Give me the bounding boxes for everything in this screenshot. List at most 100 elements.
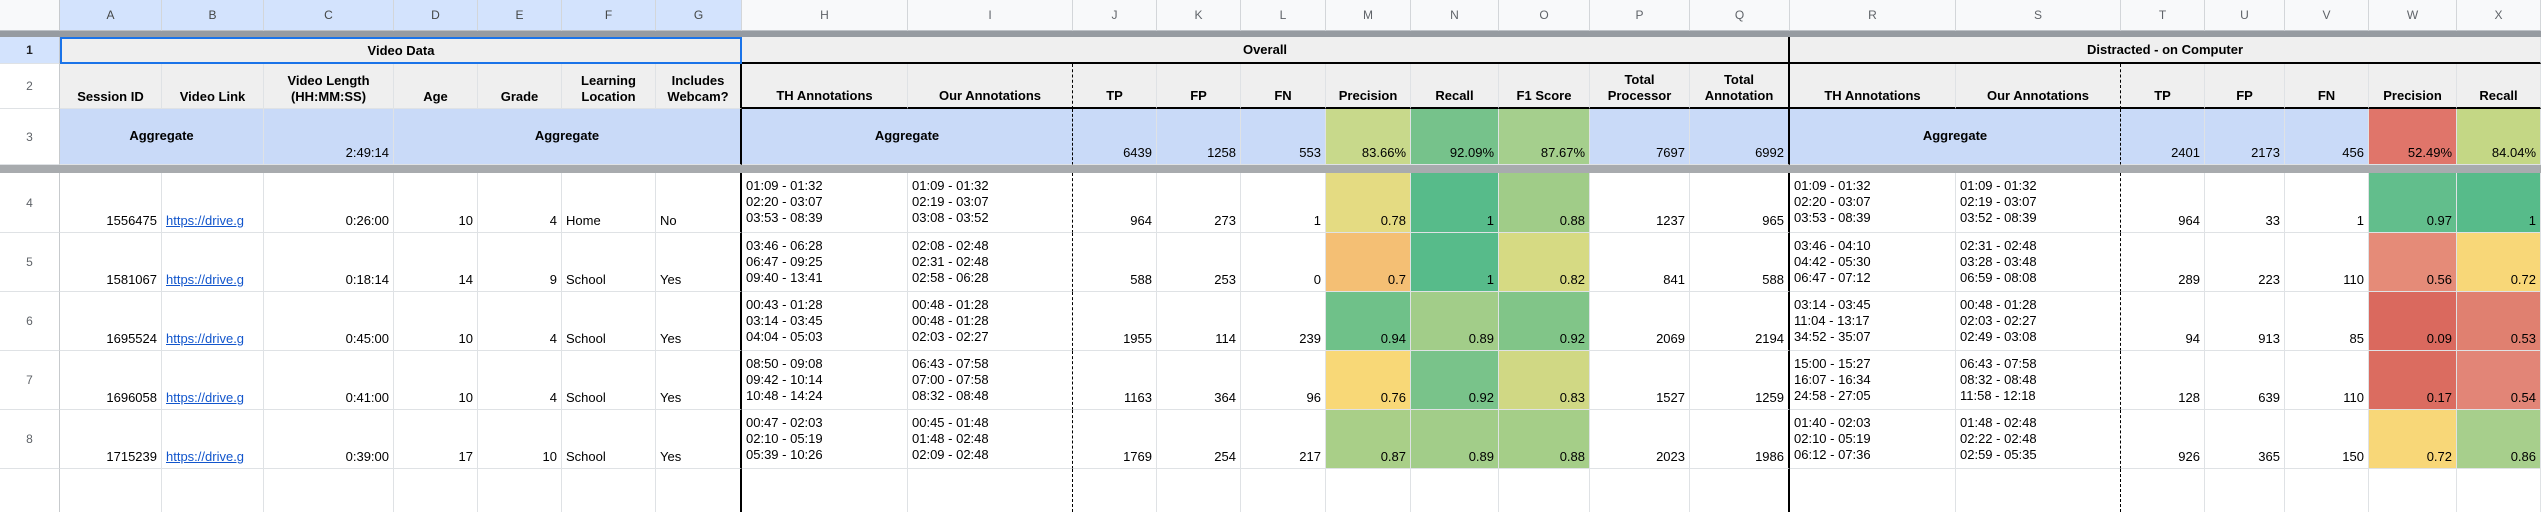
- cell-overall-precision[interactable]: 0.94: [1326, 292, 1411, 351]
- cell-video-link[interactable]: https://drive.g: [162, 173, 264, 233]
- cell-overall-tp[interactable]: 964: [1073, 173, 1157, 233]
- cell-video-length[interactable]: 0:26:00: [264, 173, 394, 233]
- aggregate-video-length[interactable]: 2:49:14: [264, 109, 394, 165]
- aggregate-overall-annotations-label[interactable]: Aggregate: [742, 109, 1073, 165]
- cell-overall-fp[interactable]: 364: [1157, 351, 1241, 410]
- empty-cell[interactable]: [1241, 469, 1326, 512]
- cell-session-id[interactable]: 1581067: [60, 233, 162, 292]
- cell-age[interactable]: 14: [394, 233, 478, 292]
- cell-age[interactable]: 17: [394, 410, 478, 469]
- cell-learning-location[interactable]: School: [562, 351, 656, 410]
- cell-overall-total-processor[interactable]: 2069: [1590, 292, 1690, 351]
- column-header-p[interactable]: P: [1590, 0, 1690, 31]
- cell-overall-our-annotations[interactable]: 00:45 - 01:48 01:48 - 02:48 02:09 - 02:4…: [908, 410, 1073, 469]
- cell-overall-fn[interactable]: 217: [1241, 410, 1326, 469]
- cell-distracted-recall[interactable]: 0.54: [2457, 351, 2541, 410]
- cell-distracted-our-annotations[interactable]: 02:31 - 02:48 03:28 - 03:48 06:59 - 08:0…: [1956, 233, 2121, 292]
- cell-overall-fp[interactable]: 254: [1157, 410, 1241, 469]
- video-data-title[interactable]: Video Data: [60, 37, 742, 64]
- cell-distracted-our-annotations[interactable]: 06:43 - 07:58 08:32 - 08:48 11:58 - 12:1…: [1956, 351, 2121, 410]
- cell-overall-f1-score[interactable]: 0.88: [1499, 410, 1590, 469]
- column-header-x[interactable]: X: [2457, 0, 2541, 31]
- cell-overall-total-annotation[interactable]: 1259: [1690, 351, 1790, 410]
- cell-overall-total-processor[interactable]: 841: [1590, 233, 1690, 292]
- cell-overall-tp[interactable]: 1955: [1073, 292, 1157, 351]
- empty-cell[interactable]: [264, 469, 394, 512]
- column-header-k[interactable]: K: [1157, 0, 1241, 31]
- column-header-u[interactable]: U: [2205, 0, 2285, 31]
- cell-grade[interactable]: 4: [478, 292, 562, 351]
- cell-overall-recall[interactable]: 1: [1411, 173, 1499, 233]
- cell-distracted-precision[interactable]: 0.72: [2369, 410, 2457, 469]
- cell-grade[interactable]: 4: [478, 351, 562, 410]
- cell-distracted-precision[interactable]: 0.17: [2369, 351, 2457, 410]
- cell-distracted-fp[interactable]: 913: [2205, 292, 2285, 351]
- row-number-9[interactable]: [0, 469, 60, 512]
- column-header-c[interactable]: C: [264, 0, 394, 31]
- aggregate-overall-fp[interactable]: 1258: [1157, 109, 1241, 165]
- cell-includes-webcam[interactable]: Yes: [656, 351, 742, 410]
- cell-distracted-fp[interactable]: 639: [2205, 351, 2285, 410]
- cell-video-link[interactable]: https://drive.g: [162, 233, 264, 292]
- header-distracted-recall[interactable]: Recall: [2457, 64, 2541, 109]
- cell-overall-th-annotations[interactable]: 00:47 - 02:03 02:10 - 05:19 05:39 - 10:2…: [742, 410, 908, 469]
- empty-cell[interactable]: [2205, 469, 2285, 512]
- cell-overall-our-annotations[interactable]: 06:43 - 07:58 07:00 - 07:58 08:32 - 08:4…: [908, 351, 1073, 410]
- header-distracted-our-annotations[interactable]: Our Annotations: [1956, 64, 2121, 109]
- cell-session-id[interactable]: 1696058: [60, 351, 162, 410]
- cell-includes-webcam[interactable]: No: [656, 173, 742, 233]
- cell-includes-webcam[interactable]: Yes: [656, 292, 742, 351]
- column-header-g[interactable]: G: [656, 0, 742, 31]
- cell-distracted-fn[interactable]: 110: [2285, 233, 2369, 292]
- cell-grade[interactable]: 4: [478, 173, 562, 233]
- header-overall-precision[interactable]: Precision: [1326, 64, 1411, 109]
- empty-cell[interactable]: [1326, 469, 1411, 512]
- empty-cell[interactable]: [2285, 469, 2369, 512]
- cell-learning-location[interactable]: Home: [562, 173, 656, 233]
- column-header-n[interactable]: N: [1411, 0, 1499, 31]
- cell-distracted-our-annotations[interactable]: 01:09 - 01:32 02:19 - 03:07 03:52 - 08:3…: [1956, 173, 2121, 233]
- cell-grade[interactable]: 9: [478, 233, 562, 292]
- cell-distracted-tp[interactable]: 94: [2121, 292, 2205, 351]
- header-overall-our-annotations[interactable]: Our Annotations: [908, 64, 1073, 109]
- cell-age[interactable]: 10: [394, 351, 478, 410]
- header-distracted-fn[interactable]: FN: [2285, 64, 2369, 109]
- cell-distracted-precision[interactable]: 0.97: [2369, 173, 2457, 233]
- cell-overall-f1-score[interactable]: 0.92: [1499, 292, 1590, 351]
- cell-includes-webcam[interactable]: Yes: [656, 233, 742, 292]
- column-header-q[interactable]: Q: [1690, 0, 1790, 31]
- empty-cell[interactable]: [1499, 469, 1590, 512]
- aggregate-overall-f1[interactable]: 87.67%: [1499, 109, 1590, 165]
- column-header-l[interactable]: L: [1241, 0, 1326, 31]
- header-distracted-fp[interactable]: FP: [2205, 64, 2285, 109]
- header-overall-recall[interactable]: Recall: [1411, 64, 1499, 109]
- cell-distracted-recall[interactable]: 0.86: [2457, 410, 2541, 469]
- cell-distracted-our-annotations[interactable]: 00:48 - 01:28 02:03 - 02:27 02:49 - 03:0…: [1956, 292, 2121, 351]
- row-number-8[interactable]: 8: [0, 410, 60, 469]
- cell-overall-f1-score[interactable]: 0.88: [1499, 173, 1590, 233]
- header-overall-tp[interactable]: TP: [1073, 64, 1157, 109]
- empty-cell[interactable]: [562, 469, 656, 512]
- cell-overall-fn[interactable]: 96: [1241, 351, 1326, 410]
- empty-cell[interactable]: [60, 469, 162, 512]
- cell-overall-recall[interactable]: 1: [1411, 233, 1499, 292]
- aggregate-overall-precision[interactable]: 83.66%: [1326, 109, 1411, 165]
- cell-distracted-fn[interactable]: 85: [2285, 292, 2369, 351]
- column-header-w[interactable]: W: [2369, 0, 2457, 31]
- cell-distracted-th-annotations[interactable]: 03:46 - 04:10 04:42 - 05:30 06:47 - 07:1…: [1790, 233, 1956, 292]
- cell-video-length[interactable]: 0:45:00: [264, 292, 394, 351]
- cell-session-id[interactable]: 1695524: [60, 292, 162, 351]
- row-number-6[interactable]: 6: [0, 292, 60, 351]
- header-video-link[interactable]: Video Link: [162, 64, 264, 109]
- cell-overall-tp[interactable]: 588: [1073, 233, 1157, 292]
- empty-cell[interactable]: [162, 469, 264, 512]
- cell-learning-location[interactable]: School: [562, 292, 656, 351]
- cell-overall-fp[interactable]: 114: [1157, 292, 1241, 351]
- cell-age[interactable]: 10: [394, 173, 478, 233]
- aggregate-overall-tp[interactable]: 6439: [1073, 109, 1157, 165]
- column-header-e[interactable]: E: [478, 0, 562, 31]
- row-number-1[interactable]: 1: [0, 37, 60, 64]
- row-number-2[interactable]: 2: [0, 64, 60, 109]
- row-number-5[interactable]: 5: [0, 233, 60, 292]
- row-number-7[interactable]: 7: [0, 351, 60, 410]
